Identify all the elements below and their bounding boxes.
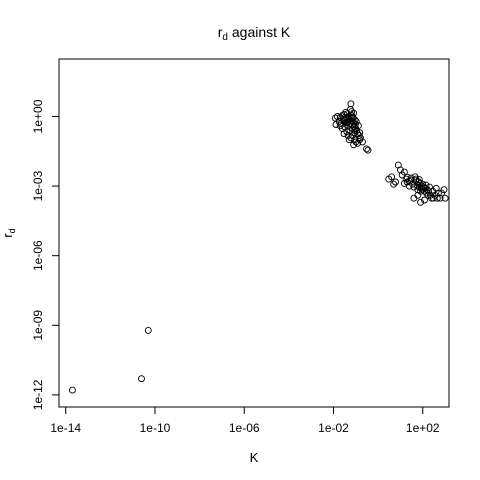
data-point [438, 189, 446, 197]
data-point [336, 122, 344, 130]
data-point [414, 191, 422, 199]
x-tick-label: 1e+02 [406, 421, 440, 435]
data-point [335, 118, 343, 126]
data-points [68, 100, 449, 394]
y-tick-label: 1e+00 [31, 99, 45, 133]
data-point [440, 186, 448, 194]
data-point [356, 129, 364, 137]
data-point [433, 194, 441, 202]
data-point [403, 173, 411, 181]
data-point [351, 136, 359, 144]
chart-title: rd against K [218, 24, 291, 43]
data-point [350, 109, 358, 117]
data-point [340, 117, 348, 125]
y-axis-label: rd [0, 228, 17, 237]
y-tick-label: 1e-06 [31, 240, 45, 271]
y-tick-label: 1e-03 [31, 170, 45, 201]
data-point [364, 146, 372, 154]
data-point [421, 196, 428, 204]
data-point [349, 114, 357, 121]
data-point [417, 198, 425, 206]
data-point [359, 138, 366, 146]
y-tick-label: 1e-09 [31, 310, 45, 341]
data-point [352, 118, 360, 126]
data-point [422, 181, 430, 189]
plot-frame [58, 58, 450, 408]
x-tick-label: 1e-10 [140, 421, 171, 435]
data-point [392, 178, 399, 186]
data-point [436, 194, 444, 202]
x-tick-label: 1e-02 [318, 421, 349, 435]
x-axis: 1e-14 1e-10 1e-06 1e-02 1e+02 [50, 406, 440, 435]
data-point [144, 326, 152, 334]
data-point [415, 176, 423, 184]
data-point [425, 187, 432, 195]
data-point [405, 177, 413, 185]
data-point [347, 134, 355, 142]
data-point [400, 168, 408, 176]
data-point [441, 194, 449, 202]
data-point [331, 114, 339, 122]
data-point [347, 100, 355, 108]
data-point [354, 122, 362, 130]
data-point [390, 180, 398, 188]
data-point [138, 375, 145, 383]
x-tick-label: 1e-14 [50, 421, 81, 435]
x-tick-label: 1e-06 [229, 421, 260, 435]
data-point [363, 145, 370, 153]
y-tick-label: 1e-12 [31, 379, 45, 410]
y-axis: 1e-12 1e-09 1e-06 1e-03 1e+00 [31, 99, 60, 410]
x-axis-label: K [250, 450, 259, 465]
data-point [68, 386, 76, 394]
data-point [388, 173, 396, 181]
